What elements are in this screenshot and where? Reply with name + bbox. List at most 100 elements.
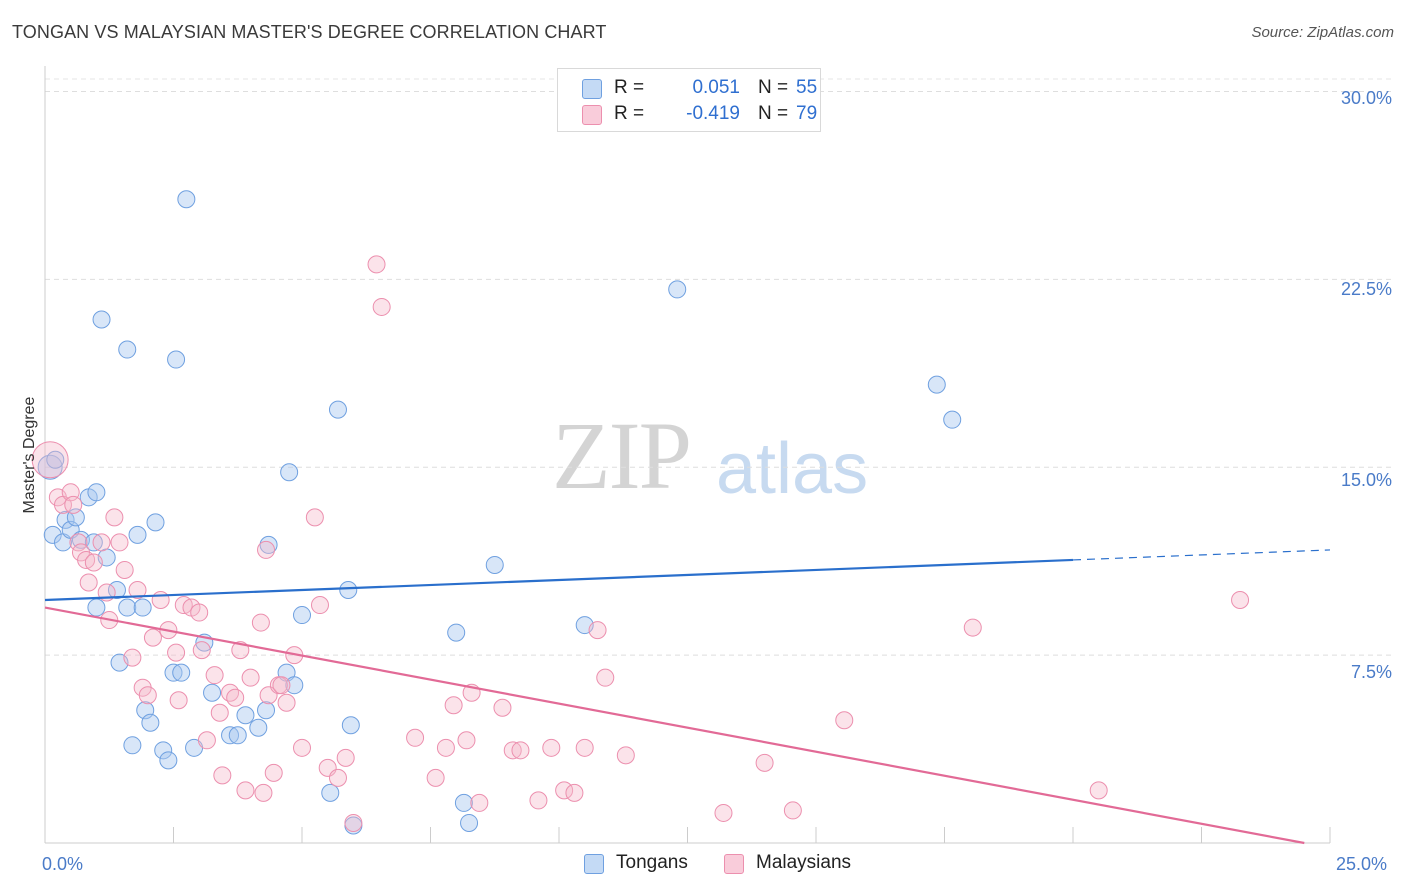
tongan-point [321,783,340,802]
legend-r-label: R = [614,77,645,98]
malaysian-point [470,793,489,812]
tongan-point [236,706,255,725]
malaysian-point [310,596,329,615]
malaysian-point [436,738,455,757]
tongan-point [285,676,304,695]
tongan-point [249,718,268,737]
tongan-point [141,713,160,732]
tongan-trend-extension [1072,549,1331,561]
bottom-legend-label-tongans: Tongans [616,852,688,873]
legend-n-label: N = [758,103,789,124]
malaysian-point [197,731,216,750]
malaysian-point [503,741,522,760]
tongan-point [280,463,299,482]
tongan-point [228,726,247,745]
tongan-point [943,410,962,429]
legend-n-label: N = [758,77,789,98]
malaysian-point [110,533,129,552]
tongan-point [43,525,62,544]
malaysian-point [169,691,188,710]
malaysian-point [277,693,296,712]
malaysian-point [293,738,311,757]
legend-n-value: 79 [796,103,818,124]
malaysian-point [115,560,134,579]
malaysian-point [511,741,530,760]
malaysian-point [616,746,635,765]
watermark-zip: ZIP [552,402,692,509]
malaysian-point [241,668,260,687]
malaysian-point [264,763,283,782]
x-tick-label-max: 25.0% [1336,854,1388,874]
tongan-point [328,400,347,419]
tongan-trend-line [44,558,1074,602]
correlation-legend: R = 0.051 N = 55 R = -0.419 N = 79 [557,68,821,132]
malaysian-point [254,783,273,802]
x-tick-label-min: 0.0% [42,854,84,874]
tongan-point [293,606,311,625]
bottom-legend-swatch-malaysians [724,854,744,874]
tongan-point [164,663,183,682]
y-tick-label-15: 15.0% [1340,470,1392,490]
tongan-point [454,793,473,812]
malaysian-point [596,668,615,687]
tongan-point [257,701,276,720]
malaysian-point [529,791,548,810]
malaysian-point [588,621,607,640]
tongan-point [37,454,63,480]
legend-r-label: R = [614,103,645,124]
malaysian-point [251,613,270,632]
malaysian-point [138,686,157,705]
malaysian-point [305,508,324,527]
chart-title: TONGAN VS MALAYSIAN MASTER'S DEGREE CORR… [12,22,607,42]
y-tick-label-22-5: 22.5% [1340,279,1392,299]
y-tick-label-30: 30.0% [1340,88,1392,108]
malaysian-point [128,581,147,600]
malaysian-point [542,738,561,757]
malaysian-point [210,703,229,722]
tongan-point [84,533,103,552]
tongan-point [146,513,165,532]
tongan-point [128,525,147,544]
tongan-point [203,683,222,702]
tongan-point [154,741,173,760]
malaysian-point [272,676,291,695]
malaysian-point [1089,781,1108,800]
malaysian-point [1231,591,1250,610]
tongan-point [341,716,360,735]
watermark-atlas: atlas [716,429,869,509]
malaysian-point [457,731,476,750]
malaysian-point [835,711,854,730]
malaysian-trend-line [44,606,1305,845]
tongan-point [339,581,358,600]
tongan-point [133,598,152,617]
tongan-point [177,190,196,209]
tongan-point [447,623,466,642]
malaysian-point [575,738,594,757]
tongan-point [107,581,126,600]
malaysian-point [783,801,802,820]
tongan-point [167,350,186,369]
malaysian-point [213,766,232,785]
tongan-point [118,340,137,359]
malaysian-point [84,553,103,572]
legend-n-value: 55 [796,77,818,98]
legend-swatch-malaysians [582,105,602,125]
malaysian-point [64,495,83,514]
y-axis-title: Master's Degree [21,396,38,514]
malaysian-point [205,666,224,685]
tongan-point [460,813,479,832]
bottom-legend-swatch-tongans [584,854,604,874]
malaysian-point [257,540,276,559]
malaysian-point [226,688,245,707]
tongan-point [221,726,240,745]
malaysian-point [372,297,391,316]
malaysian-point [336,748,355,767]
malaysian-point [444,696,463,715]
tongan-point [668,280,687,299]
tongan-point [159,751,178,770]
tongan-point [46,450,65,469]
malaysian-point [79,573,98,592]
malaysian-point [493,698,512,717]
malaysian-point [31,441,69,479]
malaysian-point [190,603,209,622]
